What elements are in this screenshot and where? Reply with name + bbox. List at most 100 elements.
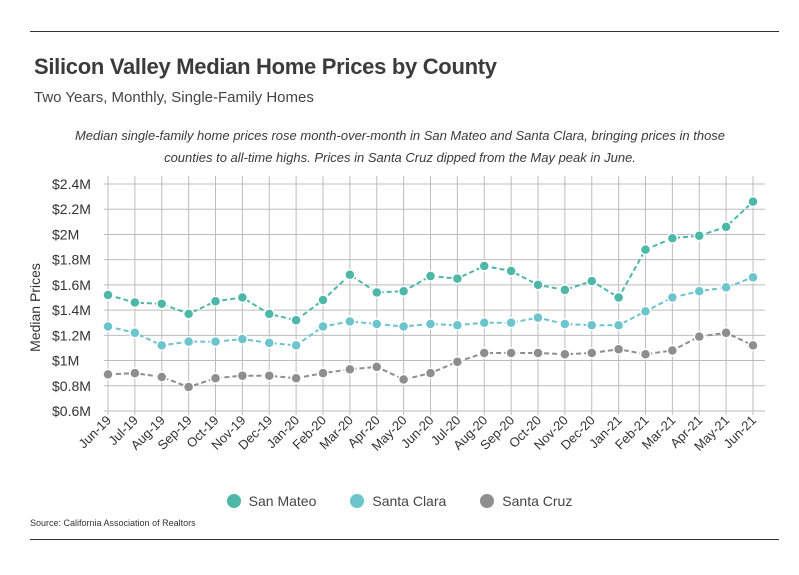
data-point-santa-cruz	[424, 367, 437, 379]
data-point-santa-cruz	[344, 363, 356, 376]
y-tick-label: $2.2M	[52, 201, 91, 217]
y-axis-label: Median Prices	[27, 263, 43, 352]
data-point-santa-cruz	[236, 369, 249, 382]
legend-label: San Mateo	[248, 493, 317, 509]
legend-item-santa-cruz: Santa Cruz	[480, 493, 572, 509]
data-point-san-mateo	[209, 295, 222, 308]
data-point-san-mateo	[263, 308, 275, 320]
data-point-santa-cruz	[102, 368, 114, 381]
data-point-santa-cruz	[290, 372, 302, 384]
data-point-san-mateo	[102, 289, 114, 301]
data-point-santa-clara	[451, 319, 464, 331]
data-point-santa-clara	[693, 285, 705, 297]
data-point-santa-clara	[532, 311, 544, 324]
data-point-san-mateo	[344, 269, 356, 281]
data-point-san-mateo	[236, 291, 249, 304]
data-point-san-mateo	[639, 243, 652, 256]
legend-swatch	[226, 494, 241, 508]
data-point-santa-clara	[182, 335, 195, 348]
data-point-san-mateo	[317, 294, 329, 306]
data-point-santa-clara	[209, 335, 222, 348]
legend-swatch	[350, 494, 365, 508]
data-point-san-mateo	[505, 265, 517, 277]
data-point-santa-clara	[263, 337, 275, 349]
y-tick-label: $1.4M	[52, 302, 91, 318]
y-tick-label: $1M	[52, 353, 79, 369]
data-point-santa-clara	[586, 319, 598, 331]
data-point-san-mateo	[451, 272, 464, 285]
data-point-santa-cruz	[532, 347, 544, 359]
data-point-santa-cruz	[720, 327, 732, 339]
chart-title: Silicon Valley Median Home Prices by Cou…	[34, 54, 497, 79]
data-point-san-mateo	[612, 291, 625, 304]
chart-subtitle: Two Years, Monthly, Single-Family Homes	[34, 89, 314, 106]
data-point-santa-clara	[102, 320, 114, 333]
data-point-santa-cruz	[559, 348, 571, 360]
data-point-san-mateo	[129, 296, 141, 309]
data-point-santa-cruz	[209, 372, 222, 384]
data-point-santa-clara	[290, 339, 302, 352]
legend-item-santa-clara: Santa Clara	[350, 493, 446, 509]
data-point-san-mateo	[371, 286, 383, 299]
data-point-santa-clara	[156, 339, 168, 352]
data-point-san-mateo	[424, 270, 437, 282]
data-point-san-mateo	[397, 285, 410, 297]
top-rule	[30, 31, 779, 32]
data-point-santa-cruz	[639, 348, 652, 360]
data-point-santa-cruz	[156, 371, 168, 383]
data-point-san-mateo	[559, 284, 571, 296]
legend-label: Santa Clara	[372, 493, 447, 509]
data-point-santa-clara	[424, 318, 437, 330]
data-point-santa-clara	[344, 315, 356, 328]
y-tick-label: $0.8M	[52, 378, 91, 394]
data-point-santa-clara	[317, 320, 329, 333]
data-point-santa-clara	[666, 291, 679, 304]
legend-label: Santa Cruz	[502, 493, 573, 509]
data-point-santa-cruz	[263, 369, 275, 382]
legend-item-san-mateo: San Mateo	[226, 493, 317, 509]
data-point-santa-cruz	[451, 356, 464, 368]
data-point-san-mateo	[532, 279, 544, 291]
y-tick-label: $0.6M	[52, 403, 91, 419]
legend: San Mateo Santa Clara Santa Cruz	[0, 493, 799, 509]
data-point-santa-cruz	[586, 347, 598, 359]
data-point-santa-clara	[371, 318, 383, 330]
data-point-santa-clara	[747, 271, 759, 284]
data-point-santa-clara	[129, 327, 141, 339]
data-point-santa-cruz	[666, 344, 679, 357]
data-point-san-mateo	[720, 221, 732, 233]
data-point-santa-clara	[559, 318, 571, 330]
data-point-santa-clara	[397, 320, 410, 333]
data-point-san-mateo	[290, 314, 302, 326]
y-tick-label: $1.6M	[52, 277, 91, 293]
data-point-santa-clara	[478, 316, 490, 329]
data-point-santa-cruz	[182, 381, 195, 393]
data-point-san-mateo	[156, 298, 168, 310]
y-tick-label: $1.2M	[52, 327, 91, 343]
data-point-san-mateo	[478, 260, 490, 272]
bottom-rule	[30, 539, 779, 540]
y-tick-label: $2M	[52, 226, 79, 242]
data-point-santa-cruz	[612, 343, 625, 355]
data-point-santa-cruz	[478, 347, 490, 359]
data-point-santa-clara	[612, 319, 625, 331]
data-point-santa-clara	[236, 333, 249, 345]
chart-annotation: Median single-family home prices rose mo…	[74, 128, 726, 165]
data-point-santa-clara	[505, 316, 517, 329]
data-point-santa-clara	[639, 305, 652, 318]
data-point-santa-cruz	[397, 373, 410, 386]
data-point-san-mateo	[586, 275, 598, 287]
data-point-santa-clara	[720, 281, 732, 294]
data-point-san-mateo	[693, 229, 705, 242]
data-point-santa-cruz	[129, 367, 141, 379]
y-tick-label: $1.8M	[52, 252, 91, 268]
data-point-santa-cruz	[693, 330, 705, 343]
source-note: Source: California Association of Realto…	[30, 518, 196, 528]
data-point-santa-cruz	[505, 347, 517, 359]
data-point-san-mateo	[747, 195, 759, 208]
legend-swatch	[480, 494, 495, 508]
data-point-santa-cruz	[371, 361, 383, 373]
data-point-san-mateo	[666, 232, 679, 244]
y-tick-label: $2.4M	[52, 176, 91, 192]
